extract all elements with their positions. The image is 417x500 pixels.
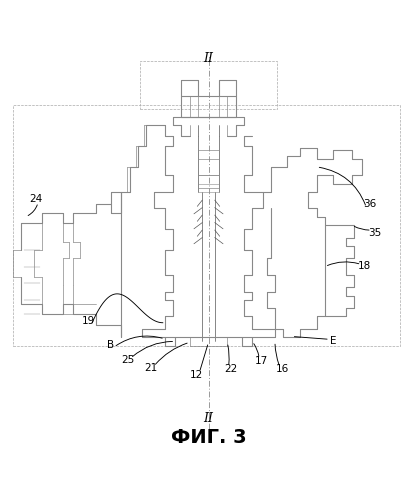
Bar [13, 104, 399, 346]
Text: 12: 12 [190, 370, 203, 380]
Text: 18: 18 [358, 261, 372, 271]
Text: 16: 16 [276, 364, 289, 374]
Text: II: II [203, 412, 214, 425]
Text: 35: 35 [369, 228, 382, 237]
Text: 21: 21 [145, 363, 158, 373]
Text: 22: 22 [224, 364, 238, 374]
Text: ФИГ. 3: ФИГ. 3 [171, 428, 246, 448]
Text: B: B [107, 340, 114, 350]
Text: 36: 36 [363, 200, 377, 209]
Text: E: E [329, 336, 336, 346]
Text: 17: 17 [255, 356, 268, 366]
Text: II: II [203, 52, 214, 66]
Text: 19: 19 [82, 316, 95, 326]
Bar [140, 61, 277, 108]
Text: 25: 25 [121, 354, 135, 364]
Text: 24: 24 [29, 194, 43, 204]
